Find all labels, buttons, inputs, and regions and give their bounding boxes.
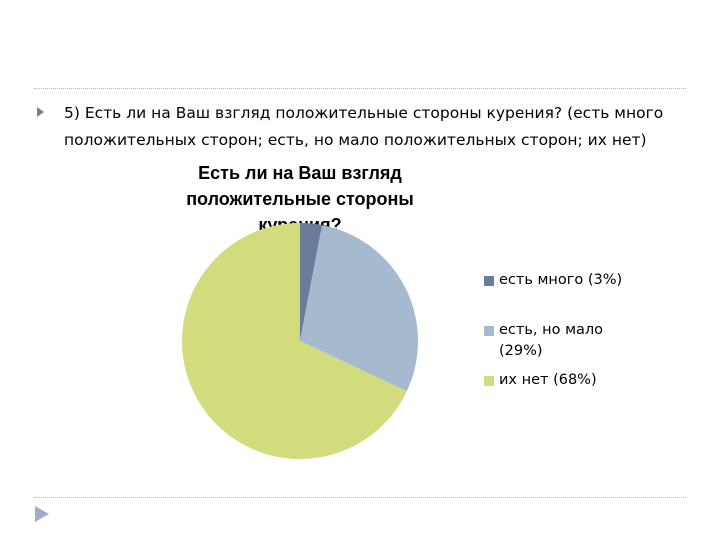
legend-label: есть много (3%) (499, 272, 623, 288)
legend-swatch (484, 276, 494, 286)
pie-slice-few (300, 225, 418, 392)
legend-label: есть, но мало (29%) (499, 322, 604, 359)
bottom-divider (34, 497, 686, 498)
legend-item-none: их нет (68%) (484, 370, 629, 391)
legend-item-few: есть, но мало (29%) (484, 320, 629, 362)
pie-slice-none (181, 223, 407, 459)
top-divider (34, 88, 686, 89)
legend-item-many: есть много (3%) (484, 270, 629, 291)
next-slide-icon[interactable] (34, 505, 50, 523)
triangle-bullet-icon (37, 107, 44, 117)
legend-swatch (484, 376, 494, 386)
legend-label: их нет (68%) (499, 372, 597, 388)
legend-swatch (484, 326, 494, 336)
chart-title: Есть ли на Ваш взгляд положительные стор… (186, 163, 414, 235)
question-text: 5) Есть ли на Ваш взгляд положительные с… (64, 104, 664, 149)
pie-slice-many (300, 223, 323, 341)
